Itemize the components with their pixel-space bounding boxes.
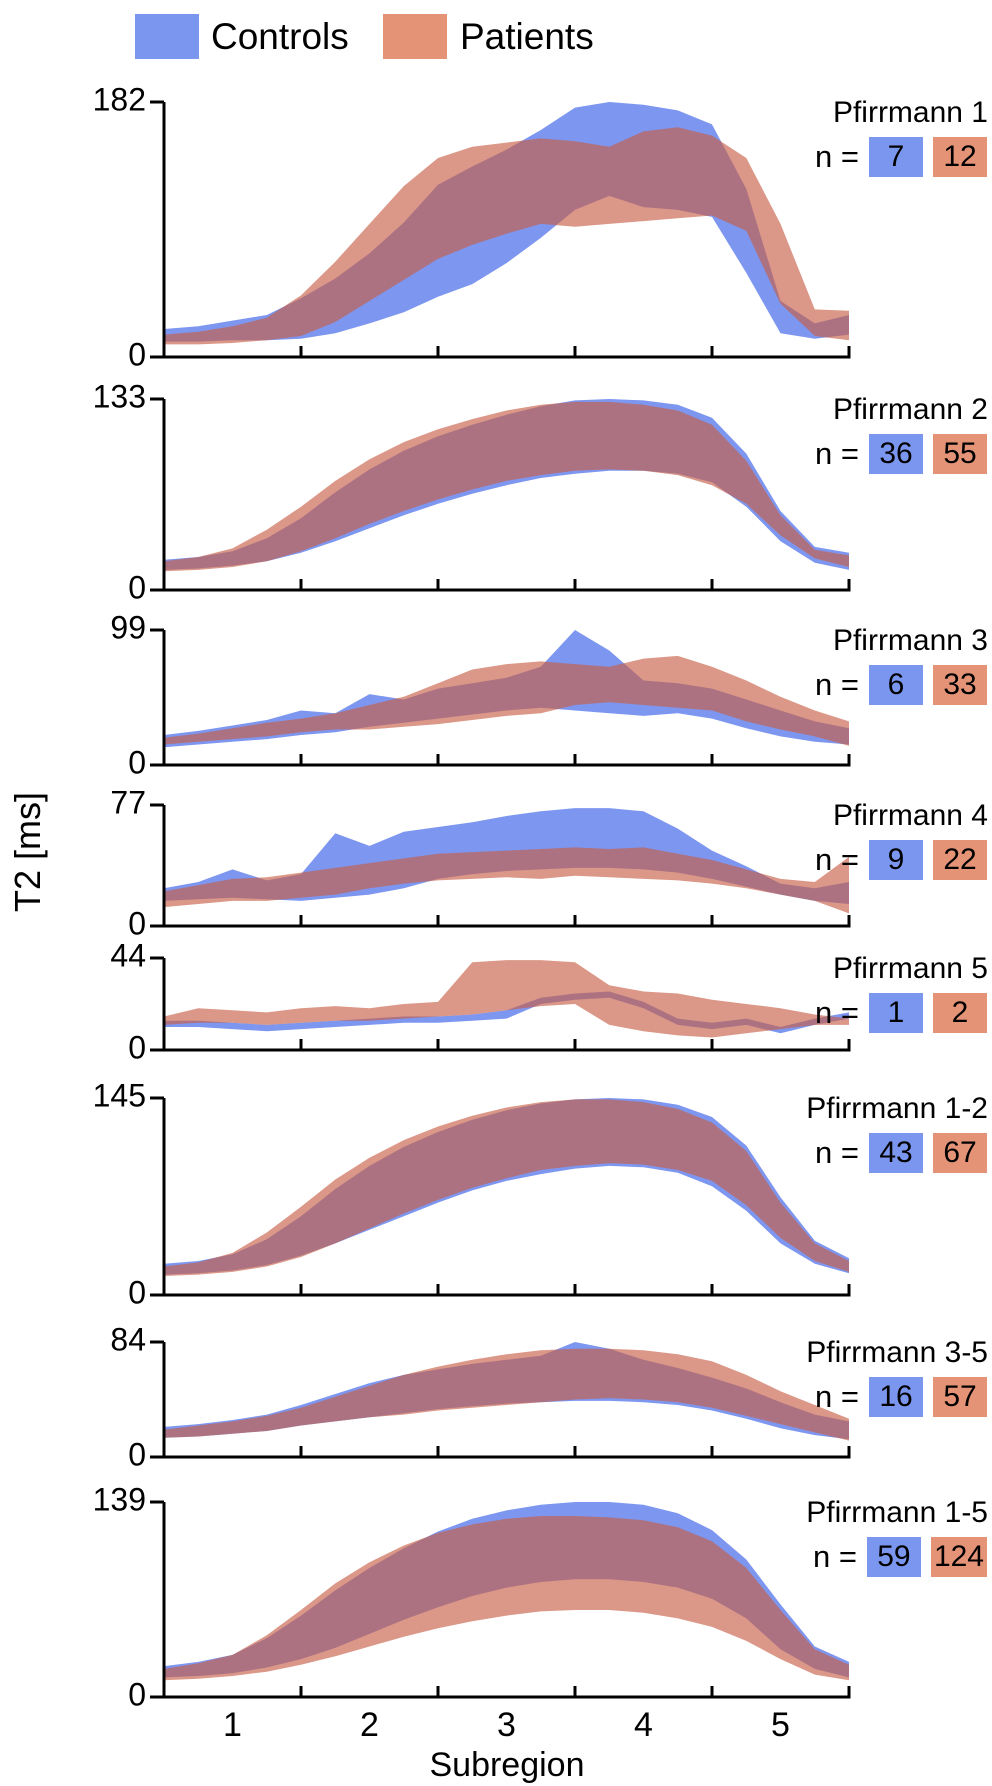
y-axis-max-label: 139 (92, 1481, 146, 1518)
n-equals-label: n = (815, 995, 859, 1030)
x-axis-title: Subregion (429, 1746, 585, 1784)
n-patients-badge: 12 (933, 137, 987, 177)
x-tick-label: 5 (771, 1706, 790, 1744)
n-patients-badge: 57 (933, 1377, 987, 1417)
n-equals-label: n = (815, 1379, 859, 1414)
patients-legend-label: Patients (460, 16, 594, 57)
n-equals-label: n = (815, 1135, 859, 1170)
panel-title: Pfirrmann 1 (832, 96, 988, 129)
sample-size-row: n = 16 57 (815, 1377, 987, 1417)
y-axis-zero-label: 0 (128, 1676, 146, 1713)
sample-size-row: n = 7 12 (815, 137, 987, 177)
n-equals-label: n = (812, 1539, 857, 1574)
panel-title: Pfirrmann 3-5 (806, 1336, 988, 1369)
n-patients-badge: 22 (933, 840, 987, 880)
sample-size-row: n = 43 67 (815, 1133, 987, 1173)
n-patients-badge: 33 (933, 665, 987, 705)
n-controls-badge: 43 (869, 1133, 923, 1173)
sample-size-row: n = 9 22 (815, 840, 987, 880)
y-axis-zero-label: 0 (128, 1029, 146, 1066)
sample-size-row: n = 36 55 (815, 434, 987, 474)
n-controls-badge: 59 (866, 1537, 921, 1577)
y-axis-max-label: 145 (92, 1077, 146, 1114)
n-controls-badge: 9 (869, 840, 923, 880)
n-controls-badge: 36 (869, 434, 923, 474)
n-controls-badge: 6 (869, 665, 923, 705)
x-tick-label: 2 (360, 1706, 379, 1744)
sample-size-row: n = 59 124 (813, 1537, 987, 1577)
panel-title: Pfirrmann 3 (832, 624, 988, 657)
x-tick-label: 4 (634, 1706, 653, 1744)
panel-title: Pfirrmann 2 (832, 393, 988, 426)
y-axis-max-label: 133 (92, 378, 146, 415)
n-controls-badge: 16 (869, 1377, 923, 1417)
y-axis-max-label: 44 (110, 937, 146, 974)
sample-size-row: n = 1 2 (815, 993, 987, 1033)
n-patients-badge: 2 (933, 993, 987, 1033)
y-axis-zero-label: 0 (128, 905, 146, 942)
panel-title: Pfirrmann 1-2 (806, 1092, 988, 1125)
y-axis-max-label: 77 (110, 784, 146, 821)
y-axis-zero-label: 0 (128, 1436, 146, 1473)
panel-title: Pfirrmann 1-5 (806, 1496, 988, 1529)
y-axis-max-label: 84 (110, 1321, 146, 1358)
n-equals-label: n = (815, 436, 859, 471)
n-patients-badge: 124 (930, 1537, 987, 1577)
y-axis-max-label: 182 (92, 81, 146, 118)
controls-legend-label: Controls (211, 16, 349, 57)
n-controls-badge: 7 (869, 137, 923, 177)
n-patients-badge: 67 (933, 1133, 987, 1173)
n-controls-badge: 1 (869, 993, 923, 1033)
n-equals-label: n = (815, 842, 859, 877)
patients-legend-swatch (383, 14, 447, 59)
y-axis-zero-label: 0 (128, 1274, 146, 1311)
x-tick-label: 1 (223, 1706, 242, 1744)
y-axis-zero-label: 0 (128, 336, 146, 373)
panel-title: Pfirrmann 5 (832, 952, 988, 985)
sample-size-row: n = 6 33 (815, 665, 987, 705)
panel-title: Pfirrmann 4 (832, 799, 988, 832)
n-patients-badge: 55 (933, 434, 987, 474)
y-axis-max-label: 99 (110, 609, 146, 646)
n-equals-label: n = (815, 667, 859, 702)
y-axis-zero-label: 0 (128, 569, 146, 606)
y-axis-zero-label: 0 (128, 744, 146, 781)
n-equals-label: n = (815, 139, 859, 174)
x-tick-label: 3 (497, 1706, 516, 1744)
controls-legend-swatch (135, 14, 199, 59)
